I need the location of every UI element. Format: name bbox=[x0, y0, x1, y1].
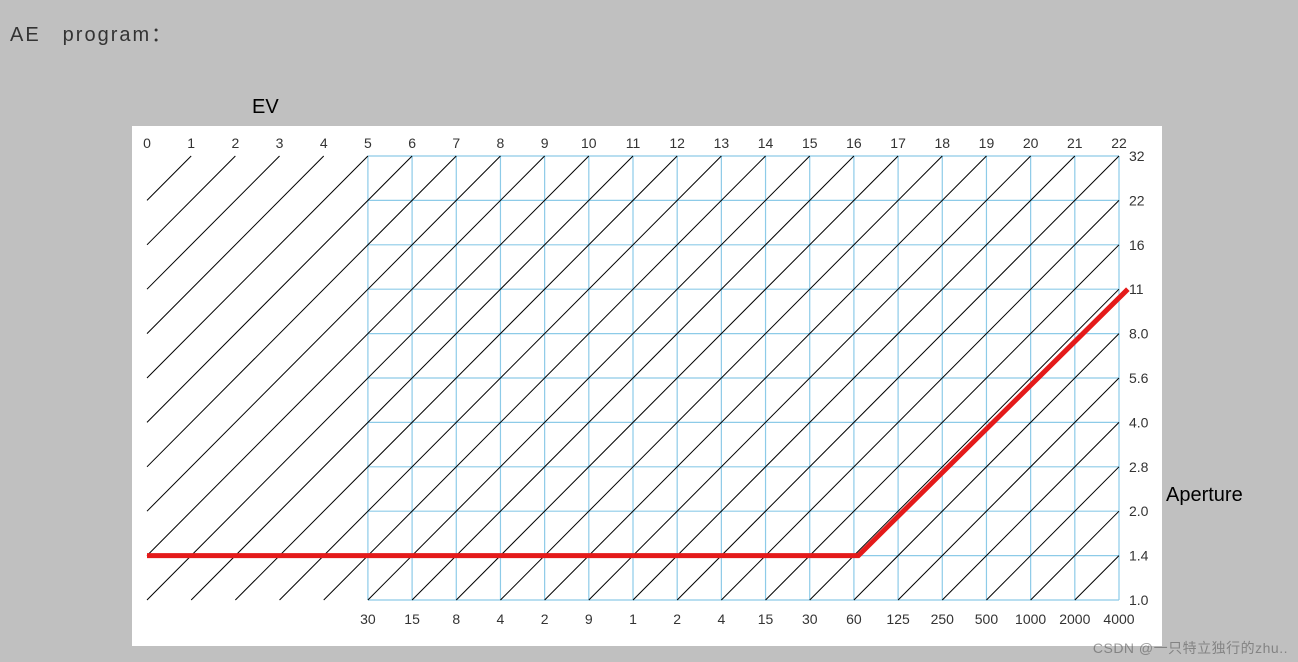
svg-text:2: 2 bbox=[541, 611, 549, 627]
svg-text:5: 5 bbox=[364, 135, 372, 151]
svg-text:7: 7 bbox=[452, 135, 460, 151]
svg-text:60: 60 bbox=[846, 611, 862, 627]
svg-text:3: 3 bbox=[276, 135, 284, 151]
svg-text:0: 0 bbox=[143, 135, 151, 151]
svg-text:1.0: 1.0 bbox=[1129, 592, 1149, 608]
svg-text:4: 4 bbox=[320, 135, 328, 151]
svg-text:8.0: 8.0 bbox=[1129, 326, 1149, 342]
svg-text:1.4: 1.4 bbox=[1129, 548, 1149, 564]
svg-text:30: 30 bbox=[360, 611, 376, 627]
svg-text:500: 500 bbox=[975, 611, 999, 627]
page-title: AE program： bbox=[10, 18, 173, 47]
svg-text:32: 32 bbox=[1129, 148, 1145, 164]
svg-text:15: 15 bbox=[404, 611, 420, 627]
svg-text:9: 9 bbox=[585, 611, 593, 627]
svg-text:22: 22 bbox=[1111, 135, 1127, 151]
svg-text:2000: 2000 bbox=[1059, 611, 1090, 627]
svg-text:2: 2 bbox=[231, 135, 239, 151]
svg-text:4: 4 bbox=[497, 611, 505, 627]
svg-text:4: 4 bbox=[717, 611, 725, 627]
svg-text:13: 13 bbox=[714, 135, 730, 151]
svg-text:9: 9 bbox=[541, 135, 549, 151]
svg-text:16: 16 bbox=[1129, 237, 1145, 253]
svg-text:30: 30 bbox=[802, 611, 818, 627]
svg-text:1: 1 bbox=[187, 135, 195, 151]
svg-text:1000: 1000 bbox=[1015, 611, 1046, 627]
svg-text:21: 21 bbox=[1067, 135, 1083, 151]
svg-text:11: 11 bbox=[1129, 281, 1144, 297]
svg-text:20: 20 bbox=[1023, 135, 1039, 151]
svg-text:6: 6 bbox=[408, 135, 416, 151]
svg-text:11: 11 bbox=[626, 135, 641, 151]
svg-text:8: 8 bbox=[452, 611, 460, 627]
ev-axis-label: EV bbox=[252, 96, 279, 119]
svg-text:5.6: 5.6 bbox=[1129, 370, 1149, 386]
svg-text:2.8: 2.8 bbox=[1129, 459, 1149, 475]
svg-text:10: 10 bbox=[581, 135, 597, 151]
svg-text:4000: 4000 bbox=[1103, 611, 1134, 627]
svg-text:4.0: 4.0 bbox=[1129, 414, 1149, 430]
svg-text:19: 19 bbox=[979, 135, 995, 151]
svg-text:12: 12 bbox=[669, 135, 685, 151]
svg-text:1: 1 bbox=[629, 611, 637, 627]
svg-text:125: 125 bbox=[886, 611, 910, 627]
svg-text:22: 22 bbox=[1129, 192, 1145, 208]
watermark: CSDN @一只特立独行的zhu.. bbox=[1093, 638, 1288, 658]
svg-text:2.0: 2.0 bbox=[1129, 503, 1149, 519]
svg-text:17: 17 bbox=[890, 135, 906, 151]
ae-program-chart: 0123456789101112131415161718192021223015… bbox=[132, 126, 1162, 646]
svg-text:250: 250 bbox=[931, 611, 955, 627]
svg-text:14: 14 bbox=[758, 135, 774, 151]
svg-text:15: 15 bbox=[758, 611, 774, 627]
svg-text:2: 2 bbox=[673, 611, 681, 627]
svg-text:16: 16 bbox=[846, 135, 862, 151]
svg-text:8: 8 bbox=[497, 135, 505, 151]
svg-text:15: 15 bbox=[802, 135, 818, 151]
svg-text:18: 18 bbox=[934, 135, 950, 151]
aperture-axis-label: Aperture bbox=[1166, 484, 1243, 507]
